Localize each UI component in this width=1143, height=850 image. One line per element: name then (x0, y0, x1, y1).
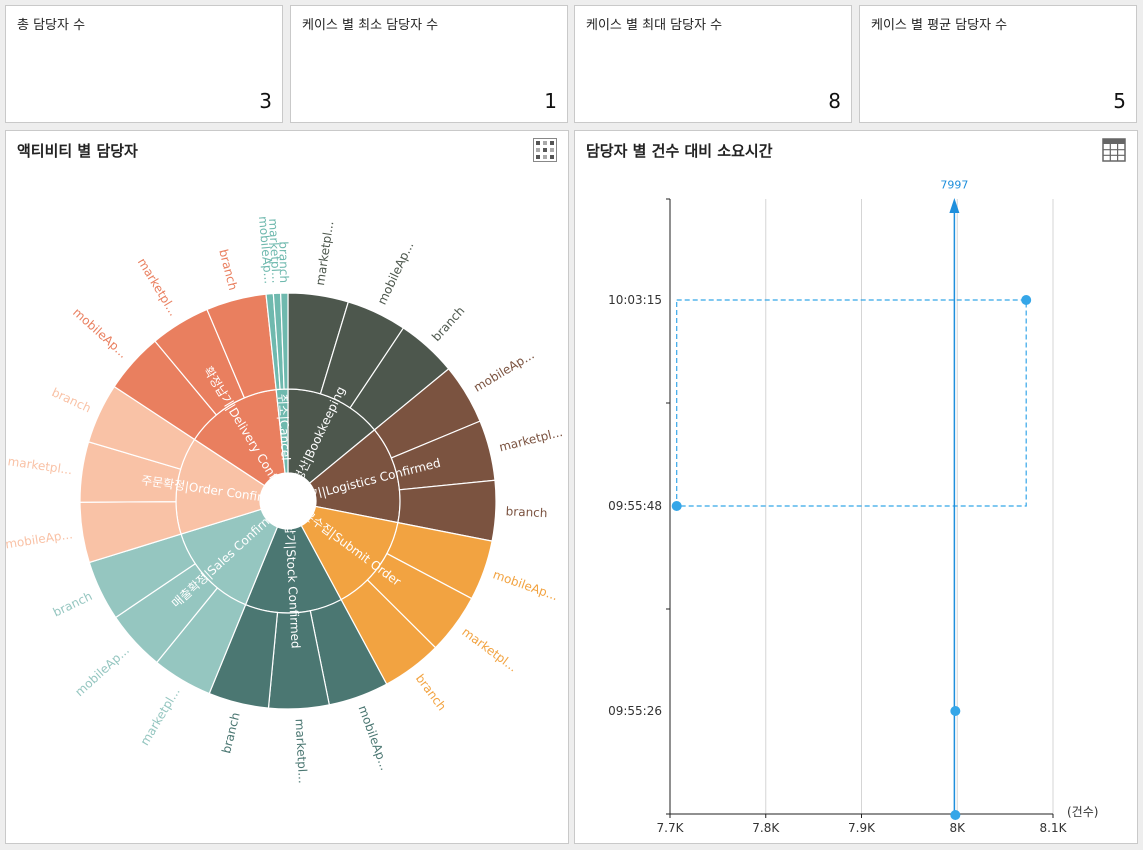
panel-title: 액티비티 별 담당자 (17, 142, 138, 160)
x-tick-label: 8K (949, 821, 966, 835)
sunburst-outer-label: branch (413, 672, 449, 714)
sunburst-outer-label: mobileAp... (356, 704, 392, 773)
sunburst-outer-label: marketpl... (138, 685, 183, 748)
sunburst-outer-label: branch (50, 385, 94, 415)
table-icon[interactable] (1102, 138, 1126, 162)
scatter-panel: 10:03:15 09:55:48 09:55:26 7.7K 7.8K 7.9K 8K 8.… (574, 130, 1138, 844)
kpi-label: 케이스 별 최소 담당자 수 (302, 18, 439, 33)
sunburst-outer-label: mobileAp... (375, 239, 417, 306)
sunburst-outer-label: marketpl... (135, 256, 181, 319)
sunburst-outer-label: marketpl... (266, 218, 283, 284)
x-tick-label: 7.9K (848, 821, 876, 835)
selection-rectangle (676, 299, 1027, 507)
sunburst-outer-label: mobileAp... (471, 348, 536, 395)
kpi-value: 3 (259, 89, 272, 113)
scatter-point[interactable] (671, 501, 682, 511)
kpi-label: 케이스 별 최대 담당자 수 (586, 18, 723, 33)
kpi-label: 케이스 별 평균 담당자 수 (871, 18, 1008, 33)
sunburst-outer-label: marketpl... (293, 718, 310, 784)
sunburst-outer-label: branch (216, 248, 240, 292)
kpi-card-min-assignees: 케이스 별 최소 담당자 수 1 (290, 5, 568, 123)
grid-pattern-icon[interactable] (533, 138, 557, 162)
sunburst-outer-label: mobileAp... (72, 643, 132, 699)
x-tick-label: 8.1K (1040, 821, 1068, 835)
sunburst-outer-label: branch (505, 504, 547, 520)
sunburst-outer-label: branch (429, 304, 467, 344)
sunburst-outer-label: marketpl... (498, 425, 564, 454)
x-tick-label: 7.8K (752, 821, 780, 835)
scatter-point[interactable] (1021, 295, 1032, 305)
marker-arrow (949, 198, 960, 213)
kpi-card-max-assignees: 케이스 별 최대 담당자 수 8 (574, 5, 852, 123)
y-tick-label: 10:03:15 (608, 293, 662, 307)
sunburst-inner-label: 취소|Cancel (275, 393, 293, 460)
kpi-value: 1 (544, 89, 557, 113)
kpi-card-avg-assignees: 케이스 별 평균 담당자 수 5 (859, 5, 1137, 123)
sunburst-outer-label: marketpl... (313, 220, 336, 286)
sunburst-outer-label: branch (276, 241, 291, 283)
sunburst-outer-label: branch (219, 711, 243, 755)
scatter-point[interactable] (950, 706, 961, 716)
sunburst-panel: 정산|Bookkeeping marketpl... mobileAp... bran… (5, 130, 569, 844)
marker-label: 7997 (940, 179, 968, 192)
sunburst-outer-label: mobileAp... (70, 305, 130, 361)
sunburst-outer-label: mobileAp... (491, 567, 560, 603)
x-tick-label: 7.7K (657, 821, 685, 835)
sunburst-outer-label: mobileAp... (6, 527, 74, 551)
y-tick-label: 09:55:48 (608, 499, 662, 513)
sunburst-outer-slice[interactable] (280, 292, 289, 390)
sunburst-arcs (79, 292, 497, 710)
sunburst-outer-label: marketpl... (7, 454, 73, 477)
scatter-chart: 10:03:15 09:55:48 09:55:26 7.7K 7.8K 7.9K 8K 8.… (608, 179, 1098, 836)
scatter-point[interactable] (950, 810, 961, 820)
x-unit-label: (건수) (1067, 805, 1098, 819)
sunburst-center-hole (260, 473, 316, 529)
kpi-value: 8 (828, 89, 841, 113)
sunburst-outer-label: mobileAp... (256, 216, 276, 285)
sunburst-outer-label: marketpl... (459, 625, 520, 675)
sunburst-outer-label: branch (51, 589, 95, 620)
kpi-card-total-assignees: 총 담당자 수 3 (5, 5, 283, 123)
kpi-value: 5 (1113, 89, 1126, 113)
panel-title: 담당자 별 건수 대비 소요시간 (586, 142, 773, 160)
y-tick-label: 09:55:26 (608, 704, 662, 718)
kpi-label: 총 담당자 수 (17, 18, 86, 33)
